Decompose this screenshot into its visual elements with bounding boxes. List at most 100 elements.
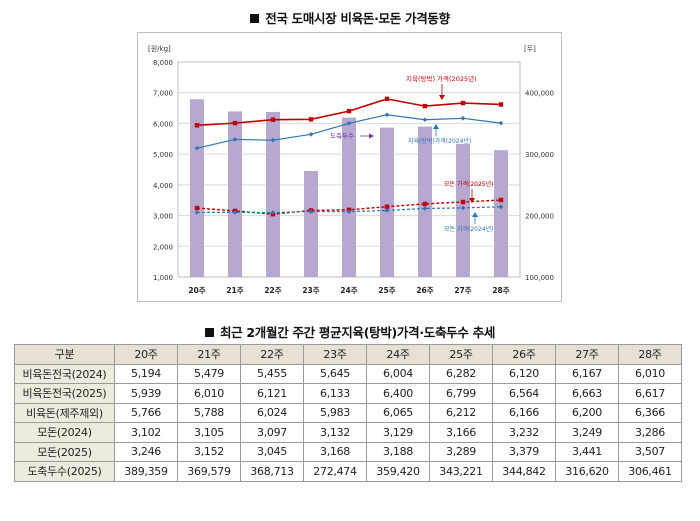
bar-slaughter-count — [342, 117, 356, 277]
table-cell: 6,799 — [429, 383, 493, 404]
table-cell: 369,579 — [177, 461, 241, 482]
header-cell: 21주 — [177, 344, 241, 365]
table-cell: 6,004 — [366, 363, 430, 384]
table-cell: 368,713 — [240, 461, 304, 482]
table-body: 비육돈전국(2024) 5,194 5,479 5,455 5,645 6,004 6,28… — [14, 363, 682, 482]
table-cell: 6,663 — [555, 383, 619, 404]
header-cell: 24주 — [366, 344, 430, 365]
table-row: 도축두수(2025) 389,359 369,579 368,713 272,474 35… — [14, 461, 682, 482]
table-cell: 5,939 — [114, 383, 178, 404]
header-cell: 23주 — [303, 344, 367, 365]
table-cell: 343,221 — [429, 461, 493, 482]
bar-slaughter-count — [494, 150, 508, 277]
annotation-blue-2024: 지육(탕박)가격(2024년) — [408, 137, 471, 145]
x-tick-label: 25주 — [378, 286, 395, 295]
table-row: 비육돈전국(2025) 5,939 6,010 6,121 6,133 6,400 6,79… — [14, 383, 682, 404]
point-blue_dashed — [422, 206, 428, 211]
point-blue_dashed — [194, 210, 200, 215]
square-bullet-icon — [204, 328, 214, 337]
table-cell: 3,045 — [240, 441, 304, 462]
table-cell: 6,024 — [240, 402, 304, 423]
price-table: 구분 20주 21주 22주 23주 24주 25주 26주 27주 28주 비… — [14, 344, 682, 482]
bar-slaughter-count — [228, 111, 242, 277]
table-cell: 5,479 — [177, 363, 241, 384]
table-cell: 5,983 — [303, 402, 367, 423]
annotation-sow-2024: 모돈 가격(2024년) — [444, 225, 493, 233]
y-left-tick-label: 4,000 — [153, 182, 173, 190]
y-left-tick-label: 3,000 — [153, 213, 173, 221]
header-cell: 20주 — [114, 344, 178, 365]
table-cell: 6,010 — [177, 383, 241, 404]
y-right-tick-label: 400,000 — [525, 90, 554, 98]
table-cell: 6,121 — [240, 383, 304, 404]
table-row: 비육돈(제주제외) 5,766 5,788 6,024 5,983 6,065 6,212 6… — [14, 402, 682, 423]
y-left-unit-label: [원/kg] — [148, 44, 171, 53]
table-cell: 5,788 — [177, 402, 241, 423]
point-red_dashed — [384, 204, 390, 209]
row-label: 도축두수(2025) — [14, 461, 115, 482]
chart-title-text: 전국 도매시장 비육돈·모돈 가격동향 — [265, 11, 450, 26]
table-cell: 6,400 — [366, 383, 430, 404]
table-cell: 6,133 — [303, 383, 367, 404]
y-right-tick-label: 300,000 — [525, 151, 554, 159]
point-red_solid — [308, 117, 314, 122]
chart-title: 전국 도매시장 비육돈·모돈 가격동향 — [0, 8, 700, 27]
header-cell: 22주 — [240, 344, 304, 365]
table-cell: 3,188 — [366, 441, 430, 462]
table-cell: 272,474 — [303, 461, 367, 482]
table-cell: 306,461 — [618, 461, 682, 482]
price-chart: 1,000 2,000 3,000 4,000 5,000 6,000 7,000 8,000… — [137, 32, 562, 302]
table-header-row: 구분 20주 21주 22주 23주 24주 25주 26주 27주 28주 — [14, 344, 682, 365]
point-blue_dashed — [270, 210, 276, 215]
point-blue_solid — [232, 137, 238, 142]
x-tick-label: 27주 — [454, 286, 471, 295]
table-cell: 389,359 — [114, 461, 178, 482]
table-cell: 3,289 — [429, 441, 493, 462]
table-cell: 3,246 — [114, 441, 178, 462]
table-cell: 6,564 — [492, 383, 556, 404]
point-red_dashed — [422, 201, 428, 207]
table-cell: 3,507 — [618, 441, 682, 462]
point-red_solid — [460, 100, 466, 106]
table-cell: 3,166 — [429, 422, 493, 443]
table-cell: 3,102 — [114, 422, 178, 443]
point-blue_solid — [498, 120, 504, 126]
table-cell: 6,212 — [429, 402, 493, 423]
row-label: 비육돈전국(2024) — [14, 363, 115, 384]
table-cell: 6,167 — [555, 363, 619, 384]
x-tick-label: 28주 — [492, 286, 509, 295]
table-cell: 359,420 — [366, 461, 430, 482]
table-cell: 3,168 — [303, 441, 367, 462]
annotation-arrowhead — [472, 212, 478, 217]
x-tick-label: 21주 — [226, 286, 243, 295]
annotation-slaughter: 도축두수 — [330, 131, 354, 140]
table-row: 모돈(2025) 3,246 3,152 3,045 3,168 3,188 3,289 3,… — [14, 441, 682, 462]
y-left-tick-label: 5,000 — [153, 151, 173, 159]
table-cell: 3,379 — [492, 441, 556, 462]
x-tick-label: 24주 — [340, 286, 357, 295]
point-blue_dashed — [384, 208, 390, 213]
table-cell: 6,010 — [618, 363, 682, 384]
annotation-red-2025: 지육(탕박) 가격(2025년) — [406, 74, 477, 83]
header-cell: 25주 — [429, 344, 493, 365]
bar-slaughter-count — [190, 99, 204, 277]
header-cell: 26주 — [492, 344, 556, 365]
y-right-tick-label: 100,000 — [525, 274, 554, 282]
table-cell: 3,249 — [555, 422, 619, 443]
table-cell: 316,620 — [555, 461, 619, 482]
table-title-text: 최근 2개월간 주간 평균지육(탕박)가격·도축두수 추세 — [219, 325, 496, 340]
table-cell: 3,152 — [177, 441, 241, 462]
table-cell: 6,282 — [429, 363, 493, 384]
table-cell: 3,441 — [555, 441, 619, 462]
y-right-unit-label: [두] — [524, 45, 536, 53]
point-blue_solid — [308, 132, 314, 137]
point-red_dashed — [194, 205, 200, 211]
annotation-arrowhead — [469, 198, 475, 203]
table-row: 모돈(2024) 3,102 3,105 3,097 3,132 3,129 3,166 3,… — [14, 422, 682, 443]
row-label: 비육돈전국(2025) — [14, 383, 115, 404]
table-cell: 3,132 — [303, 422, 367, 443]
table-cell: 5,194 — [114, 363, 178, 384]
row-label: 모돈(2025) — [14, 441, 115, 462]
annotation-arrowhead — [433, 124, 439, 129]
table-cell: 6,200 — [555, 402, 619, 423]
